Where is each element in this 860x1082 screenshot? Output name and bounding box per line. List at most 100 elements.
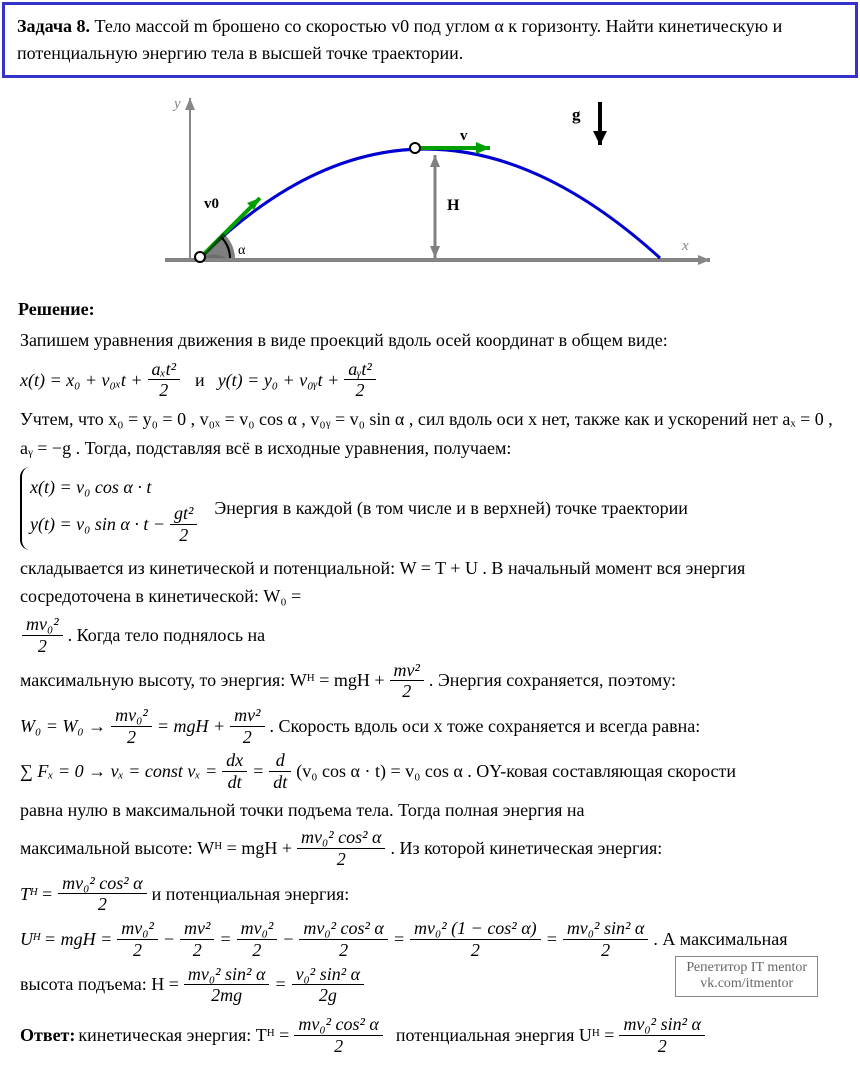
x-axis-label: x — [681, 238, 689, 254]
problem-statement-box: Задача 8. Тело массой m брошено со скоро… — [2, 2, 858, 78]
frac-num: mv₀² — [117, 918, 158, 940]
paragraph-10: Tᴴ = mv₀² cos² α2 и потенциальная энерги… — [20, 873, 840, 915]
frac-den: 2 — [111, 727, 152, 748]
frac-den: 2 — [410, 940, 541, 961]
paragraph-8: равна нулю в максимальной точки подъема … — [20, 796, 840, 825]
p10-text-a: Tᴴ = — [20, 880, 53, 909]
problem-text: Тело массой m брошено со скоростью v0 по… — [17, 16, 782, 63]
frac-den: 2 — [230, 727, 264, 748]
frac-den: 2 — [619, 1036, 705, 1057]
p6-text-a: W₀ = W₀ → — [20, 712, 106, 741]
answer-potential: потенциальная энергия Uᴴ = — [396, 1021, 615, 1050]
mentor-line-2: vk.com/itmentor — [686, 976, 807, 993]
paragraph-2: Учтем, что x₀ = y₀ = 0 , v₀ₓ = v₀ cos α … — [20, 405, 840, 463]
p11-b: . А максимальная — [653, 925, 787, 954]
y-axis-label: y — [172, 96, 181, 112]
frac-num: mv² — [230, 705, 264, 727]
trajectory-svg: y x v0 v α H g — [160, 90, 720, 290]
paragraph-11: Uᴴ = mgH = mv₀²2 − mv²2 = mv₀²2 − mv₀² c… — [20, 918, 840, 960]
frac-num: mv₀² sin² α — [184, 964, 270, 986]
sys-line-2: y(t) = v₀ sin α · t − — [30, 508, 165, 540]
main-content: y x v0 v α H g Решение: Запишем уравнени… — [0, 80, 860, 1069]
mentor-line-1: Репетитор IT mentor — [686, 960, 807, 977]
frac-num: gt² — [170, 503, 197, 525]
paragraph-6: W₀ = W₀ → mv₀²2 = mgH + mv²2 . Скорость … — [20, 705, 840, 747]
frac-num: mv₀² sin² α — [563, 918, 649, 940]
eq-xt: x(t) = x₀ + v₀ₓt + — [20, 364, 143, 396]
p10-text-b: и потенциальная энергия: — [152, 880, 350, 909]
v0-label: v0 — [204, 196, 219, 212]
answer-label: Ответ: — [20, 1021, 75, 1050]
p7-text-a: ∑ Fₓ = 0 → vₓ = const vₓ = — [20, 757, 217, 786]
frac-num: aᵧt² — [344, 359, 376, 381]
separator-and: и — [195, 364, 205, 396]
frac-den: 2 — [117, 940, 158, 961]
equation-motion-general: x(t) = x₀ + v₀ₓt + aₓt²2 и y(t) = y₀ + v… — [20, 359, 840, 401]
frac-den: 2 — [299, 940, 387, 961]
frac-den: 2 — [58, 894, 146, 915]
p12-m: = — [274, 970, 286, 999]
p6-mid: = mgH + — [157, 712, 225, 741]
frac-num: mv₀² cos² α — [294, 1014, 382, 1036]
frac-den: 2 — [297, 849, 385, 870]
p4-text-a: складывается из кинетической и потенциал… — [20, 554, 840, 612]
problem-number: Задача 8. — [17, 16, 90, 36]
p9-text-a: максимальной высоте: Wᴴ = mgH + — [20, 834, 292, 863]
frac-num: mv₀² (1 − cos² α) — [410, 918, 541, 940]
paragraph-9: максимальной высоте: Wᴴ = mgH + mv₀² cos… — [20, 827, 840, 869]
answer-line: Ответ: кинетическая энергия: Tᴴ = mv₀² c… — [20, 1014, 840, 1056]
H-label: H — [447, 197, 460, 214]
p5-text-b: . Энергия сохраняется, поэтому: — [429, 666, 676, 695]
frac-num: mv₀² — [237, 918, 278, 940]
frac-num: mv₀² sin² α — [619, 1014, 705, 1036]
v-label: v — [460, 128, 468, 144]
p9-text-b: . Из которой кинетическая энергия: — [390, 834, 662, 863]
p6-text-b: . Скорость вдоль оси x тоже сохраняется … — [270, 712, 701, 741]
g-label: g — [572, 105, 581, 124]
frac-num: mv₀² cos² α — [58, 873, 146, 895]
frac-den: 2 — [294, 1036, 382, 1057]
brace-system: x(t) = v₀ cos α · t y(t) = v₀ sin α · t … — [20, 467, 199, 550]
frac-num: aₓt² — [148, 359, 181, 381]
frac-den: dt — [269, 772, 291, 793]
p4-text-b: . Когда тело поднялось на — [68, 621, 266, 650]
frac-den: 2 — [170, 525, 197, 546]
trajectory-figure: y x v0 v α H g — [160, 90, 840, 290]
alpha-label: α — [238, 243, 246, 258]
p7-text-b: (v₀ cos α · t) = v₀ cos α . OY-ковая сос… — [296, 757, 736, 786]
frac-num: d — [269, 750, 291, 772]
answer-kinetic: кинетическая энергия: Tᴴ = — [78, 1021, 289, 1050]
frac-den: 2mg — [184, 985, 270, 1006]
solution-heading: Решение: — [18, 296, 840, 323]
paragraph-3: Энергия в каждой (в том числе и в верхне… — [214, 492, 688, 524]
paragraph-4: складывается из кинетической и потенциал… — [20, 554, 840, 657]
paragraph-5: максимальную высоту, то энергия: Wᴴ = mg… — [20, 660, 840, 702]
frac-den: 2 — [344, 380, 376, 401]
frac-den: 2 — [148, 380, 181, 401]
p11-m1: − — [163, 925, 175, 954]
frac-num: mv² — [180, 918, 214, 940]
paragraph-1: Запишем уравнения движения в виде проекц… — [20, 326, 840, 355]
frac-den: 2 — [180, 940, 214, 961]
mentor-watermark: Репетитор IT mentor vk.com/itmentor — [675, 956, 818, 998]
frac-den: 2 — [563, 940, 649, 961]
frac-num: mv₀² — [111, 705, 152, 727]
p11-m2: = — [219, 925, 231, 954]
frac-num: dx — [222, 750, 247, 772]
p11-m3: − — [282, 925, 294, 954]
p12-a: высота подъема: H = — [20, 970, 179, 999]
eq-yt: y(t) = y₀ + v₀ᵧt + — [218, 364, 340, 396]
equation-system: x(t) = v₀ cos α · t y(t) = v₀ sin α · t … — [20, 467, 840, 550]
sys-line-1: x(t) = v₀ cos α · t — [30, 471, 199, 503]
p11-a: Uᴴ = mgH = — [20, 925, 112, 954]
frac-den: 2 — [237, 940, 278, 961]
p11-m4: = — [393, 925, 405, 954]
p7-mid: = — [252, 757, 264, 786]
frac-num: mv² — [390, 660, 424, 682]
frac-den: 2 — [22, 636, 63, 657]
p11-m5: = — [546, 925, 558, 954]
frac-num: mv₀² cos² α — [297, 827, 385, 849]
paragraph-7: ∑ Fₓ = 0 → vₓ = const vₓ = dxdt = ddt (v… — [20, 750, 840, 792]
frac-den: 2g — [292, 985, 365, 1006]
frac-num: mv₀² cos² α — [299, 918, 387, 940]
